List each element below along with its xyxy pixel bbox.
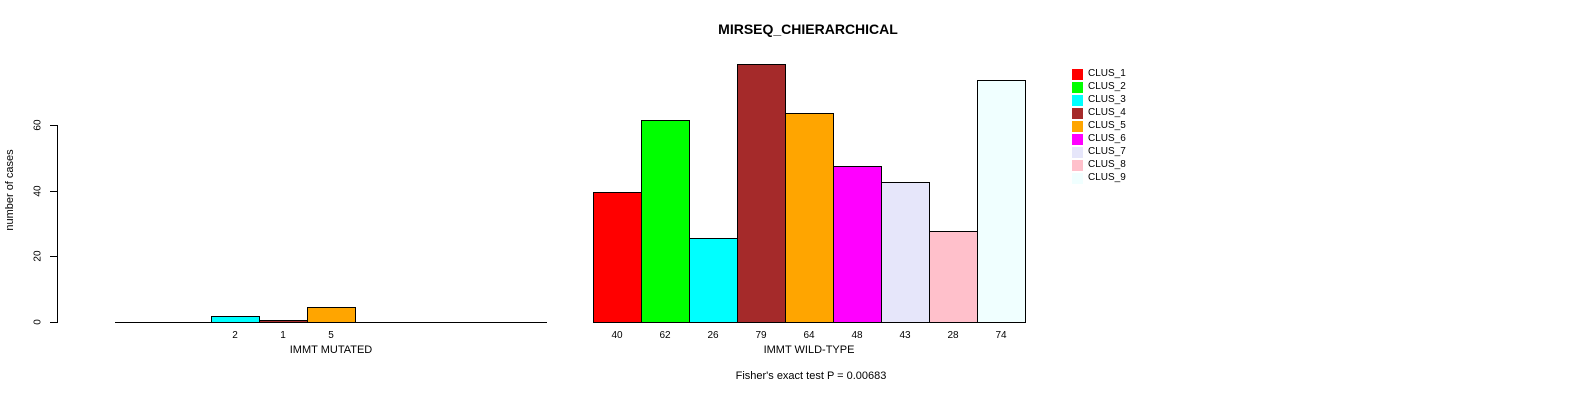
legend-item: CLUS_1 [1072, 68, 1126, 80]
legend-color-swatch [1072, 107, 1083, 119]
bar-clus_7 [881, 182, 930, 323]
legend-color-swatch [1072, 133, 1083, 145]
bar-clus_5 [307, 307, 356, 323]
bar-clus_6 [833, 166, 882, 323]
legend-item-label: CLUS_8 [1088, 159, 1126, 170]
y-axis-tick [50, 125, 57, 127]
legend-item-label: CLUS_5 [1088, 120, 1126, 131]
legend-color-swatch [1072, 94, 1083, 106]
legend-color-swatch [1072, 172, 1083, 184]
legend-item: CLUS_2 [1072, 81, 1126, 93]
legend-item: CLUS_8 [1072, 159, 1126, 171]
y-axis-tick-label: 40 [32, 185, 44, 197]
legend-color-swatch [1072, 146, 1083, 158]
fisher-test-annotation: Fisher's exact test P = 0.00683 [735, 370, 887, 382]
legend-item: CLUS_7 [1072, 146, 1126, 158]
bar-value-label: 48 [851, 330, 863, 341]
legend-item-label: CLUS_1 [1088, 68, 1126, 79]
bar-value-label: 40 [611, 330, 623, 341]
y-axis-tick [50, 190, 57, 192]
bar-value-label: 28 [947, 330, 959, 341]
bar-clus_3 [211, 316, 260, 323]
bar-value-label: 2 [232, 330, 238, 341]
bar-value-label: 26 [707, 330, 719, 341]
bar-value-label: 74 [995, 330, 1007, 341]
legend-item: CLUS_5 [1072, 120, 1126, 132]
legend-item-label: CLUS_4 [1088, 107, 1126, 118]
bar-clus_4 [737, 64, 786, 323]
chart-title: MIRSEQ_CHIERARCHICAL [718, 21, 898, 37]
legend-item-label: CLUS_2 [1088, 81, 1126, 92]
y-axis-tick-label: 60 [32, 119, 44, 131]
bar-clus_4 [259, 320, 308, 323]
bar-clus_8 [929, 231, 978, 323]
bar-value-label: 43 [899, 330, 911, 341]
bar-value-label: 64 [803, 330, 815, 341]
legend-color-swatch [1072, 81, 1083, 93]
legend-item: CLUS_6 [1072, 133, 1126, 145]
legend-color-swatch [1072, 120, 1083, 132]
legend-item: CLUS_3 [1072, 94, 1126, 106]
bar-clus_5 [785, 113, 834, 323]
bar-value-label: 79 [755, 330, 767, 341]
bar-value-label: 62 [659, 330, 671, 341]
legend-item: CLUS_9 [1072, 172, 1126, 184]
x-axis-group-label: IMMT WILD-TYPE [763, 344, 855, 356]
legend-item-label: CLUS_7 [1088, 146, 1126, 157]
bar-value-label: 1 [280, 330, 286, 341]
y-axis-label: number of cases [4, 149, 16, 231]
legend-item-label: CLUS_3 [1088, 94, 1126, 105]
legend-item: CLUS_4 [1072, 107, 1126, 119]
bar-value-label: 5 [328, 330, 334, 341]
bar-clus_9 [977, 80, 1026, 323]
y-axis-tick [50, 256, 57, 258]
y-axis-tick [50, 322, 57, 323]
y-axis-line [57, 125, 58, 323]
bar-clus_3 [689, 238, 738, 323]
legend-color-swatch [1072, 159, 1083, 171]
legend-color-swatch [1072, 68, 1083, 80]
x-axis-group-label: IMMT MUTATED [289, 344, 373, 356]
bar-clus_2 [641, 120, 690, 323]
y-axis-tick-label: 0 [32, 319, 44, 325]
bar-clus_1 [593, 192, 642, 323]
y-axis-tick-label: 20 [32, 250, 44, 262]
legend-item-label: CLUS_9 [1088, 172, 1126, 183]
legend-item-label: CLUS_6 [1088, 133, 1126, 144]
